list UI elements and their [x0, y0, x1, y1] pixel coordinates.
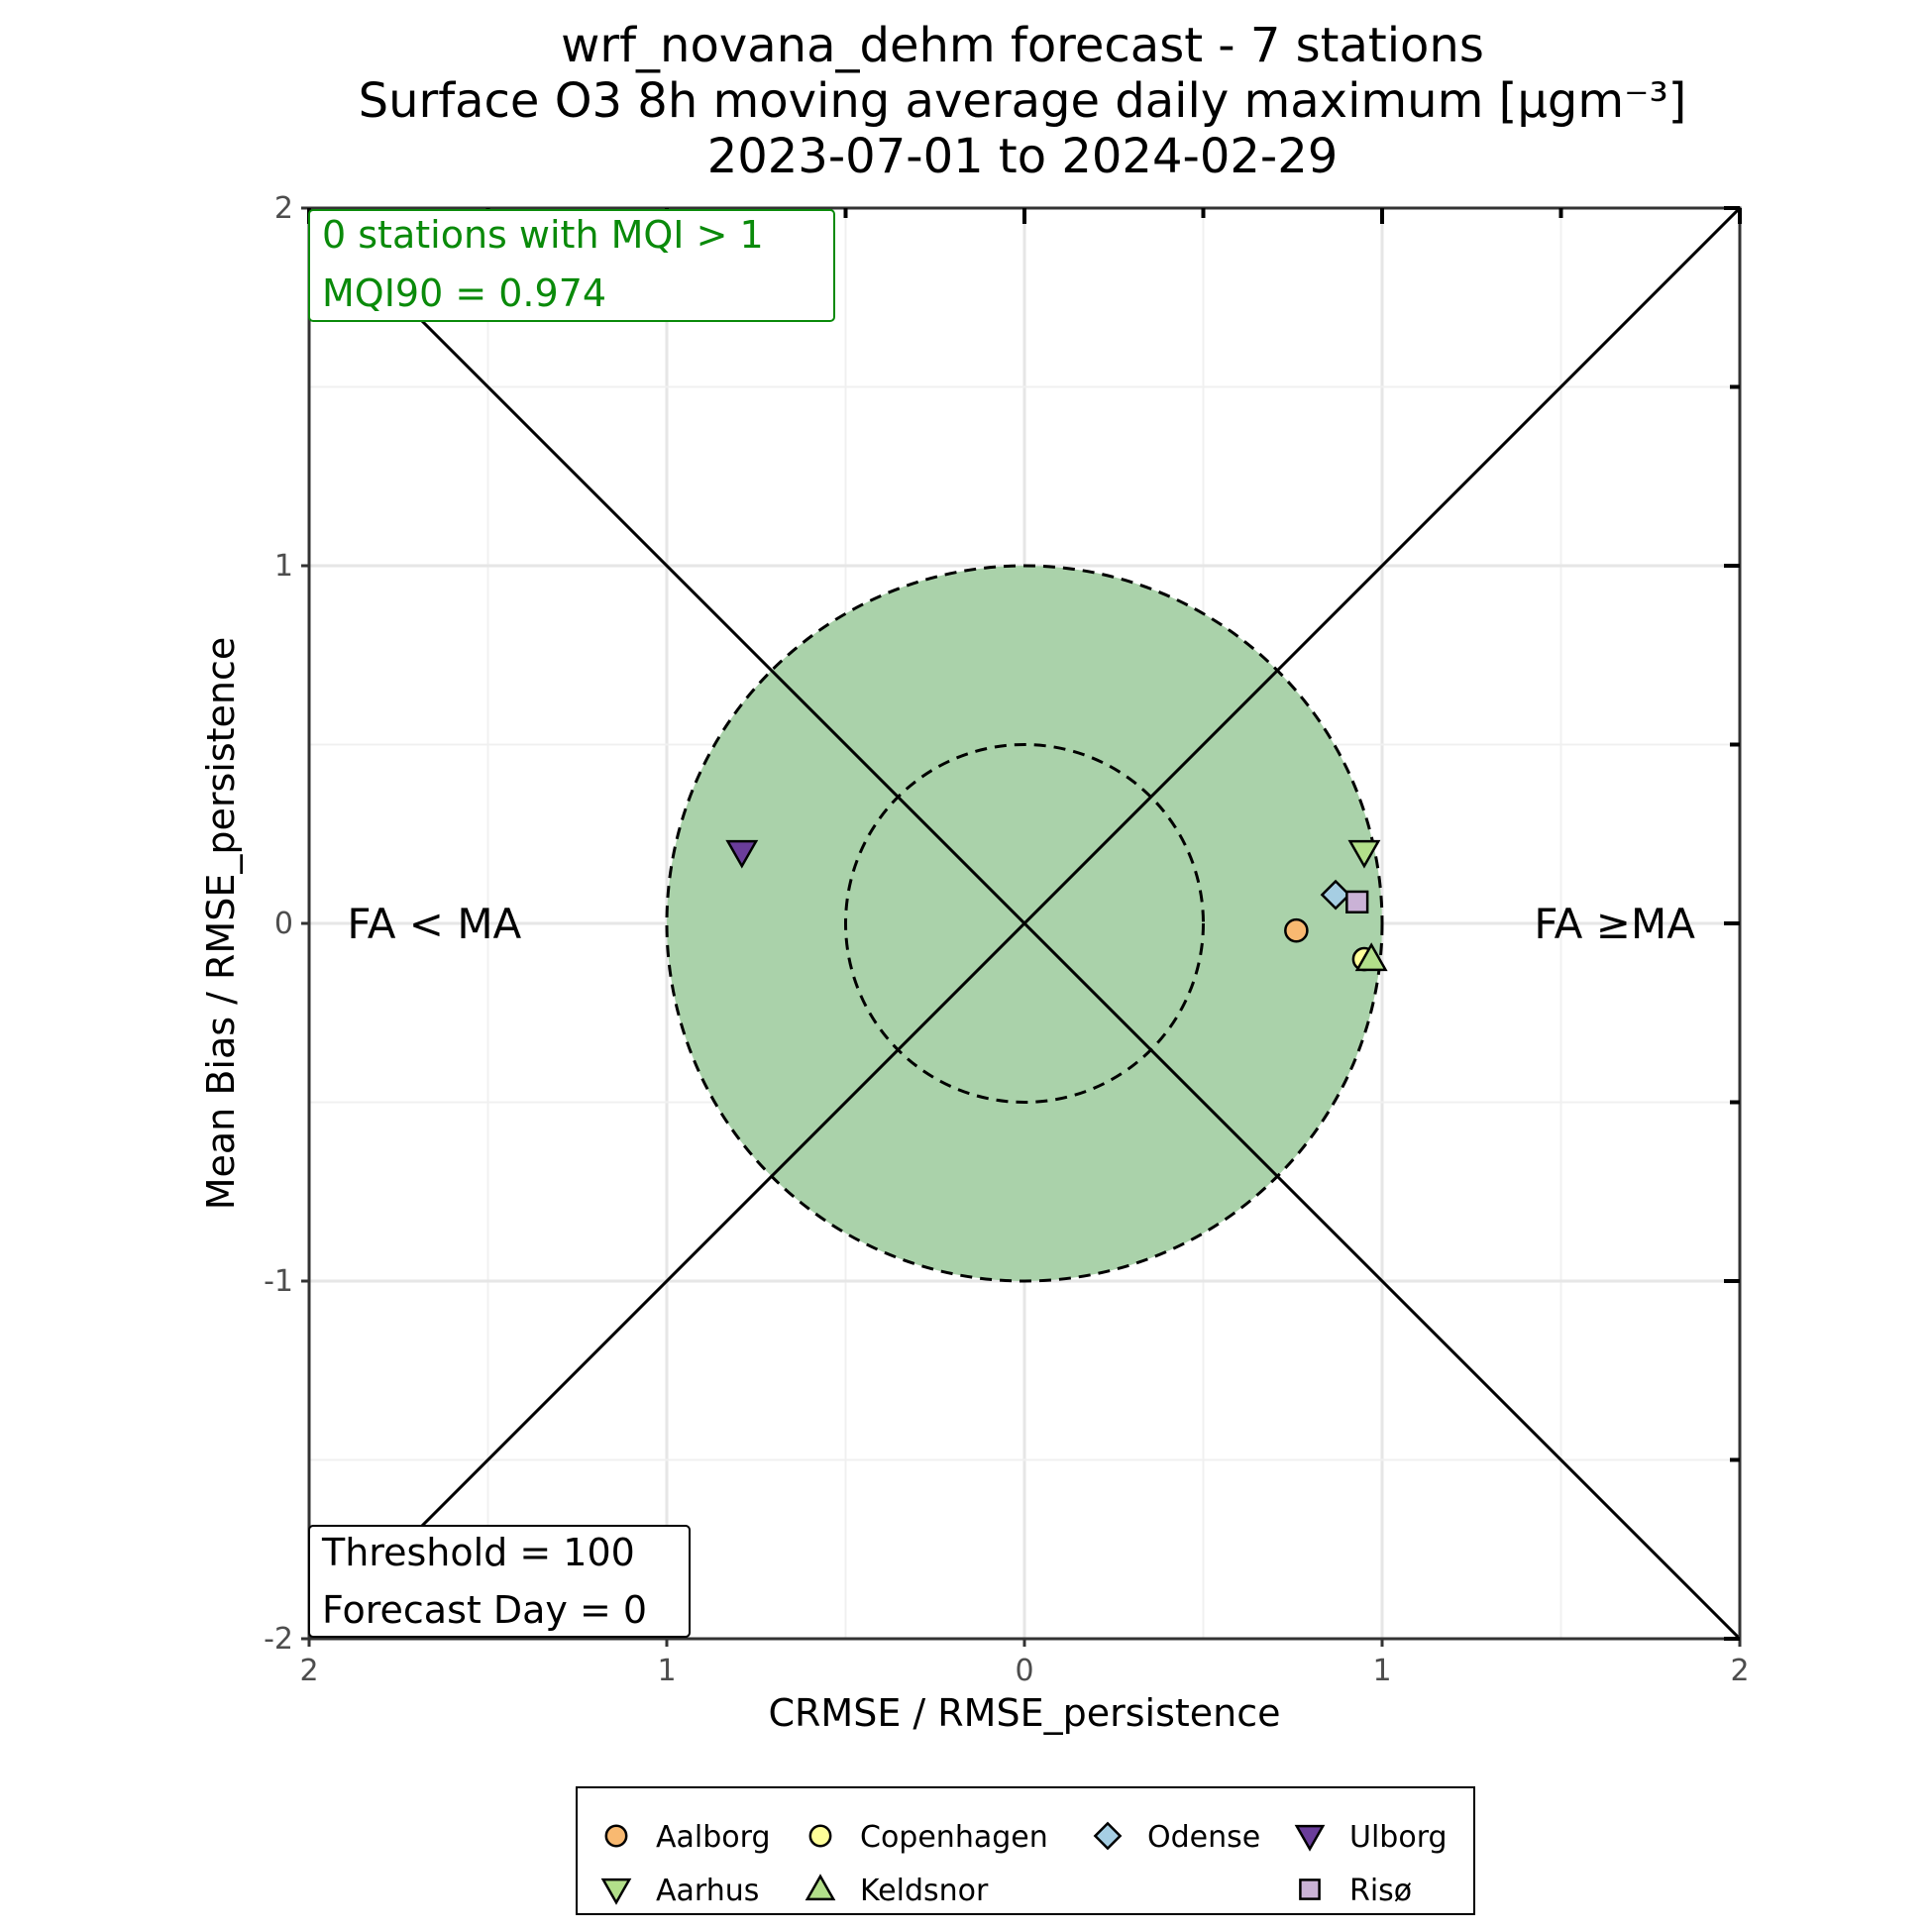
- legend-item-aalborg: Aalborg: [604, 1820, 771, 1855]
- point-aarhus: [1347, 839, 1381, 869]
- point-ulborg: [725, 839, 759, 869]
- legend-marker: [1093, 1821, 1123, 1851]
- point-keldsnor: [1354, 942, 1388, 972]
- chart-title: wrf_novana_dehm forecast - 7 stations Su…: [359, 18, 1687, 184]
- x-tick-label: 0: [1015, 1654, 1033, 1688]
- point-aalborg: [1284, 917, 1309, 943]
- legend-marker: [600, 1878, 632, 1905]
- info-box-top-frame: [308, 209, 835, 322]
- info-threshold: Threshold = 100: [321, 1531, 635, 1574]
- legend-item-keldsnor: Keldsnor: [805, 1874, 989, 1908]
- y-axis-title: Mean Bias / RMSE_persistence: [199, 637, 243, 1211]
- info-forecast-day: Forecast Day = 0: [322, 1588, 647, 1632]
- x-axis-title: CRMSE / RMSE_persistence: [768, 1691, 1280, 1735]
- x-tick-label: 1: [1372, 1654, 1391, 1688]
- y-tick-label: 2: [274, 191, 293, 226]
- legend-label: Ulborg: [1349, 1820, 1448, 1855]
- info-box-bottom-frame: [308, 1525, 691, 1638]
- station-points: [725, 839, 1388, 972]
- legend-marker: [808, 1824, 832, 1848]
- x-tick-label: 1: [657, 1654, 676, 1688]
- legend-label: Odense: [1147, 1820, 1260, 1855]
- legend-frame: [576, 1786, 1475, 1915]
- region-labels: FA < MA FA ≥MA: [347, 900, 1695, 948]
- x-tick-label: 2: [299, 1654, 318, 1688]
- legend-item-ris: Risø: [1299, 1874, 1412, 1908]
- diagonal-line-falling: [309, 208, 1740, 1639]
- legend-item-ulborg: Ulborg: [1294, 1820, 1448, 1855]
- info-mqi90: MQI90 = 0.974: [322, 271, 606, 315]
- diagonal-lines: [309, 208, 1740, 1639]
- legend-item-aarhus: Aarhus: [600, 1874, 759, 1908]
- legend-marker: [805, 1874, 836, 1901]
- y-tick-label: -2: [264, 1622, 293, 1657]
- legend-marker: [604, 1824, 628, 1848]
- target-circle-inner: [844, 743, 1205, 1104]
- legend-label: Aalborg: [656, 1820, 771, 1855]
- region-label-right: FA ≥MA: [1534, 900, 1695, 948]
- info-stations-mqi: 0 stations with MQI > 1: [322, 213, 764, 257]
- legend-label: Copenhagen: [860, 1820, 1048, 1855]
- title-line-1: wrf_novana_dehm forecast - 7 stations: [561, 18, 1484, 73]
- region-label-left: FA < MA: [347, 900, 521, 948]
- point-ris: [1345, 890, 1369, 913]
- legend-marker: [1294, 1824, 1326, 1852]
- y-tick-label: -1: [264, 1264, 293, 1299]
- point-odense: [1320, 879, 1351, 911]
- y-tick-label: 1: [274, 549, 293, 584]
- info-box-bottom: Threshold = 100 Forecast Day = 0: [308, 1525, 691, 1638]
- axis-ticks: 2 1 0 1 2 2 1 0 -1 -2: [264, 191, 1749, 1688]
- info-box-top: 0 stations with MQI > 1 MQI90 = 0.974: [308, 209, 835, 322]
- legend-label: Risø: [1349, 1874, 1412, 1908]
- legend-item-odense: Odense: [1093, 1820, 1260, 1855]
- y-tick-label: 0: [274, 907, 293, 941]
- legend-marker: [1299, 1878, 1321, 1900]
- legend-item-copenhagen: Copenhagen: [808, 1820, 1048, 1855]
- legend-label: Aarhus: [656, 1874, 759, 1908]
- title-line-2: Surface O3 8h moving average daily maxim…: [359, 73, 1687, 129]
- legend-label: Keldsnor: [860, 1874, 989, 1908]
- x-tick-label: 2: [1730, 1654, 1749, 1688]
- legend: Aalborg Copenhagen Odense Ulborg Aarhus Kelds…: [576, 1786, 1475, 1915]
- title-line-3: 2023-07-01 to 2024-02-29: [707, 129, 1339, 184]
